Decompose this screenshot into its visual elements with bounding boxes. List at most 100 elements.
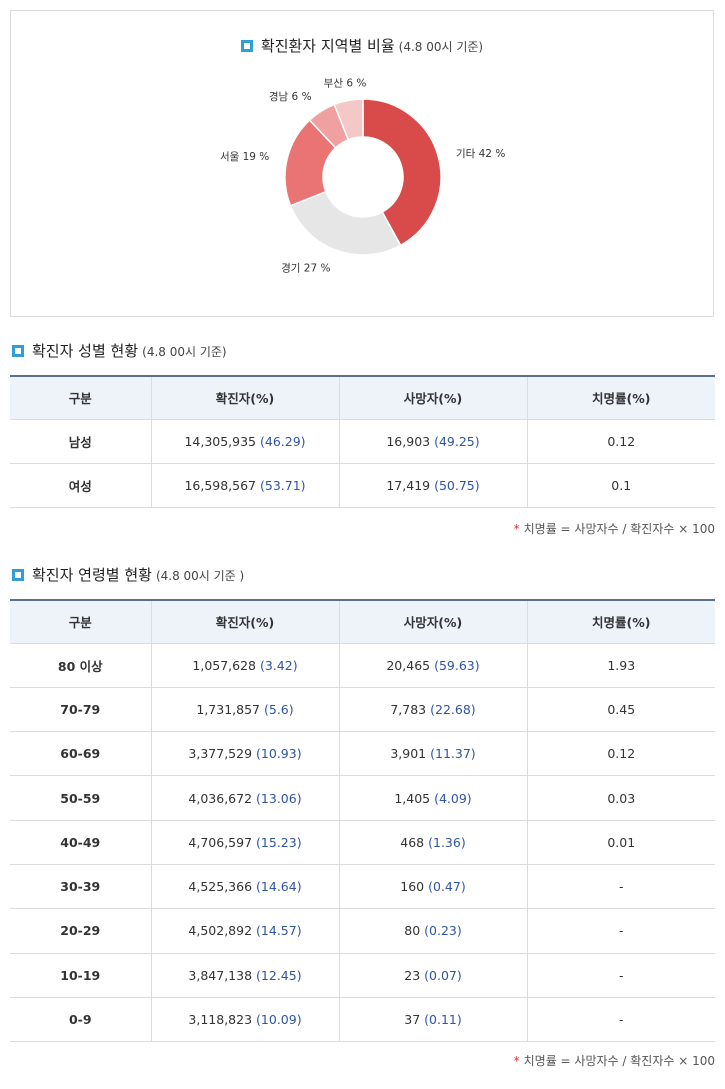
deaths-value: 23 [404,967,421,983]
deaths-percent: (59.63) [434,657,480,673]
gender-footnote-text: 치명률 = 사망자수 / 확진자수 × 100 [523,522,715,536]
region-chart-panel: 확진환자 지역별 비율 (4.8 00시 기준) 기타 42 % 경기 27 % 서울… [10,10,714,317]
column-header: 치명률(%) [526,599,715,644]
deaths-value: 7,783 [390,701,427,717]
cases-value: 3,118,823 [188,1012,253,1028]
deaths-cell: 37 (0.11) [338,996,528,1043]
cases-cell: 3,377,529 (10.93) [150,731,340,777]
cases-percent: (3.42) [260,657,298,673]
region-chart-title: 확진환자 지역별 비율 [260,37,395,55]
deaths-cell: 3,901 (11.37) [338,731,528,777]
row-label: 20-29 [10,908,152,954]
cases-value: 1,731,857 [196,701,260,717]
deaths-percent: (0.23) [424,923,462,939]
donut-slice-label-3: 경남 6 % [269,90,312,103]
table-row: 남성 14,305,935 (46.29) 16,903 (49.25) 0.1… [10,418,715,464]
donut-slice-4 [333,98,364,141]
deaths-percent: (49.25) [434,433,480,449]
fatality-rate-cell: 0.12 [526,731,715,777]
deaths-value: 160 [400,879,425,895]
deaths-cell: 468 (1.36) [338,819,528,865]
gender-section-title-row: 확진자 성별 현황 (4.8 00시 기준) [12,340,227,361]
fatality-rate-cell: - [526,996,715,1043]
deaths-value: 468 [400,834,425,850]
row-label: 30-39 [10,863,152,910]
square-bullet-icon [12,345,24,357]
deaths-value: 17,419 [386,477,431,493]
age-table: 구분 확진자(%) 사망자(%) 치명률(%) 80 이상 1,057,628 … [10,599,715,1043]
deaths-cell: 17,419 (50.75) [338,462,528,509]
square-bullet-icon [240,40,253,52]
donut-chart: 기타 42 % 경기 27 % 서울 19 % 경남 6 % 부산 6 % [220,78,505,275]
table-row: 여성 16,598,567 (53.71) 17,419 (50.75) 0.1 [10,462,715,509]
region-chart-subtitle: (4.8 00시 기준) [398,40,484,54]
deaths-value: 20,465 [386,657,431,673]
cases-cell: 3,118,823 (10.09) [150,996,340,1043]
gender-section-subtitle: (4.8 00시 기준) [142,345,227,359]
cases-value: 4,706,597 [188,834,253,850]
deaths-percent: (22.68) [430,701,476,717]
deaths-percent: (1.36) [428,834,466,850]
cases-percent: (13.06) [256,790,302,806]
age-section-title-row: 확진자 연령별 현황 (4.8 00시 기준 ) [12,564,244,585]
deaths-value: 80 [404,923,421,939]
fatality-rate-cell: 0.01 [526,819,715,865]
fatality-rate-cell: - [526,952,715,998]
gender-table: 구분 확진자(%) 사망자(%) 치명률(%) 남성 14,305,935 (4… [10,375,715,509]
row-label: 남성 [10,418,152,464]
deaths-percent: (50.75) [434,477,480,493]
table-row: 40-49 4,706,597 (15.23) 468 (1.36) 0.01 [10,819,715,865]
column-header: 사망자(%) [338,599,528,644]
cases-cell: 4,525,366 (14.64) [150,863,340,910]
deaths-value: 1,405 [394,790,431,806]
fatality-rate-cell: - [526,863,715,910]
cases-percent: (14.64) [256,879,302,895]
row-label: 60-69 [10,731,152,777]
deaths-percent: (0.11) [424,1012,462,1028]
column-header: 사망자(%) [338,375,528,420]
cases-value: 14,305,935 [184,433,257,449]
asterisk-icon: * [513,522,520,536]
row-label: 80 이상 [10,642,152,688]
row-label: 40-49 [10,819,152,865]
cases-value: 4,036,672 [188,790,253,806]
deaths-cell: 1,405 (4.09) [338,775,528,821]
cases-value: 16,598,567 [184,477,257,493]
cases-value: 1,057,628 [192,657,257,673]
row-label: 50-59 [10,775,152,821]
table-row: 60-69 3,377,529 (10.93) 3,901 (11.37) 0.… [10,731,715,777]
cases-percent: (10.93) [256,746,302,762]
deaths-cell: 20,465 (59.63) [338,642,528,688]
region-chart-title-row: 확진환자 지역별 비율 (4.8 00시 기준) [11,35,713,56]
table-row: 0-9 3,118,823 (10.09) 37 (0.11) - [10,996,715,1043]
table-row: 80 이상 1,057,628 (3.42) 20,465 (59.63) 1.… [10,642,715,688]
age-footnote: * 치명률 = 사망자수 / 확진자수 × 100 [514,1052,715,1069]
deaths-percent: (0.47) [428,879,466,895]
cases-percent: (5.6) [263,701,294,717]
table-row: 30-39 4,525,366 (14.64) 160 (0.47) - [10,863,715,910]
donut-slice-label-0: 기타 42 % [456,148,505,160]
fatality-rate-cell: - [526,908,715,954]
cases-percent: (12.45) [256,967,302,983]
cases-cell: 3,847,138 (12.45) [150,952,340,998]
age-section-subtitle: (4.8 00시 기준 ) [155,569,245,583]
deaths-cell: 160 (0.47) [338,863,528,910]
row-label: 여성 [10,462,152,509]
fatality-rate-cell: 0.1 [526,462,715,509]
cases-cell: 4,706,597 (15.23) [150,819,340,865]
row-label: 70-79 [10,686,152,733]
deaths-percent: (0.07) [424,967,462,983]
deaths-percent: (11.37) [430,746,476,762]
deaths-cell: 7,783 (22.68) [338,686,528,733]
table-header-row: 구분 확진자(%) 사망자(%) 치명률(%) [10,599,715,644]
deaths-cell: 80 (0.23) [338,908,528,954]
cases-cell: 1,057,628 (3.42) [150,642,340,688]
donut-slice-label-4: 부산 6 % [324,78,367,90]
table-row: 50-59 4,036,672 (13.06) 1,405 (4.09) 0.0… [10,775,715,821]
cases-value: 4,525,366 [188,879,253,895]
donut-slice-label-1: 경기 27 % [281,261,330,274]
column-header: 구분 [10,599,152,644]
donut-slice-1 [289,190,402,256]
deaths-cell: 16,903 (49.25) [338,418,528,464]
deaths-value: 3,901 [390,746,427,762]
